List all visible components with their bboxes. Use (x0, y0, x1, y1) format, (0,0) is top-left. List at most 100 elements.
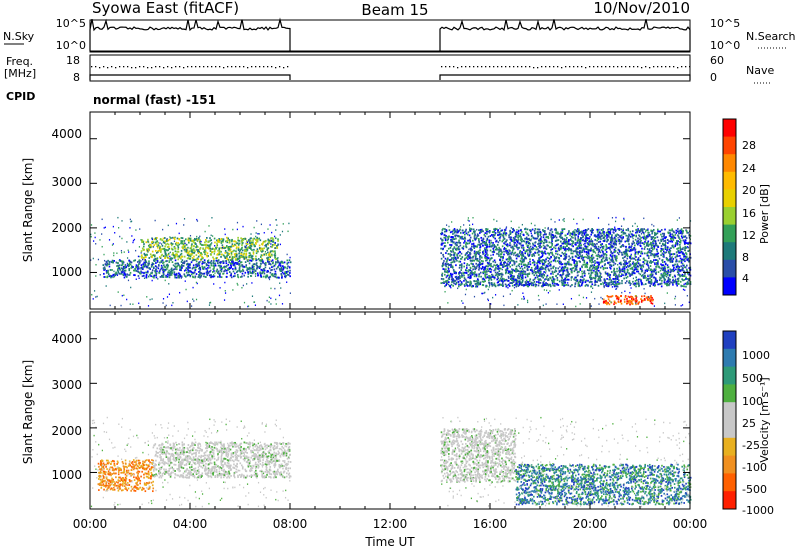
data-cell (522, 260, 524, 263)
data-cell (102, 264, 105, 266)
data-cell (618, 242, 621, 245)
data-cell (595, 271, 598, 273)
data-cell (596, 237, 599, 239)
data-cell (242, 270, 245, 272)
data-cell (228, 261, 230, 264)
data-cell (202, 267, 204, 270)
data-cell (509, 265, 512, 268)
data-cell (216, 256, 219, 259)
data-cell (443, 236, 446, 239)
data-cell (493, 276, 496, 279)
data-cell (240, 253, 242, 255)
data-cell (672, 257, 675, 260)
data-cell (609, 241, 612, 244)
data-cell (506, 244, 508, 247)
data-cell (513, 245, 516, 247)
data-cell (265, 243, 268, 246)
data-cell (660, 229, 663, 231)
data-cell (626, 255, 629, 257)
nsky-label: N.Sky (3, 30, 35, 43)
data-cell (106, 263, 109, 266)
data-cell (105, 270, 108, 272)
data-cell (228, 249, 231, 252)
data-cell (656, 253, 658, 255)
nave-dot (625, 66, 627, 68)
data-cell (207, 267, 209, 269)
data-cell (227, 268, 229, 271)
data-cell (201, 272, 203, 275)
data-cell (677, 283, 680, 285)
data-cell (217, 264, 220, 267)
data-cell (599, 240, 602, 243)
data-cell (516, 253, 518, 256)
data-cell (580, 244, 583, 247)
data-cell (685, 257, 687, 260)
data-cell (115, 271, 117, 274)
data-cell (485, 253, 487, 256)
data-cell (535, 246, 538, 248)
data-cell (506, 267, 509, 269)
data-cell (660, 274, 663, 276)
nave-dot (279, 66, 281, 68)
data-cell (209, 237, 211, 239)
data-cell (177, 258, 180, 261)
data-cell (271, 240, 274, 243)
nave-dot (183, 67, 185, 69)
data-cell (248, 254, 251, 257)
data-cell (663, 260, 666, 263)
data-cell (238, 267, 241, 270)
data-cell (522, 249, 525, 252)
data-cell (458, 229, 461, 232)
data-cell (498, 280, 500, 282)
data-cell (667, 259, 670, 261)
data-cell (632, 261, 635, 264)
data-cell (171, 257, 174, 260)
data-cell (227, 263, 230, 266)
data-cell (193, 271, 196, 274)
data-cell (548, 252, 551, 255)
data-cell (148, 257, 151, 259)
data-cell (488, 279, 490, 282)
data-cell (198, 251, 200, 253)
data-cell (547, 244, 549, 247)
data-cell (503, 279, 506, 282)
data-cell (173, 238, 176, 241)
data-cell (664, 243, 667, 246)
data-cell (545, 276, 548, 278)
data-cell (259, 256, 262, 258)
data-cell (616, 267, 618, 270)
data-cell (462, 245, 465, 248)
data-cell (533, 260, 535, 263)
data-cell (460, 281, 463, 284)
data-cell (577, 281, 580, 284)
data-cell (520, 229, 522, 232)
data-cell (218, 248, 221, 251)
data-cell (678, 241, 681, 244)
data-cell (282, 265, 284, 268)
data-cell (165, 243, 167, 246)
data-cell (452, 248, 454, 251)
data-cell (250, 275, 252, 277)
data-cell (620, 234, 623, 237)
data-cell (662, 250, 665, 253)
data-cell (580, 230, 582, 233)
data-cell (257, 250, 259, 253)
data-cell (485, 241, 488, 244)
data-cell (648, 267, 650, 270)
data-cell (564, 246, 567, 249)
data-cell (539, 242, 541, 245)
data-cell (178, 275, 181, 277)
data-cell (663, 271, 666, 274)
data-cell (525, 257, 527, 260)
data-cell (222, 246, 224, 249)
data-cell (684, 247, 686, 250)
data-cell (196, 265, 198, 268)
data-cell (641, 231, 644, 234)
data-cell (239, 270, 242, 273)
data-cell (657, 230, 659, 233)
data-cell (110, 261, 113, 264)
data-cell (482, 271, 484, 274)
data-cell (248, 252, 251, 255)
data-cell (205, 267, 207, 270)
data-cell (483, 278, 486, 281)
